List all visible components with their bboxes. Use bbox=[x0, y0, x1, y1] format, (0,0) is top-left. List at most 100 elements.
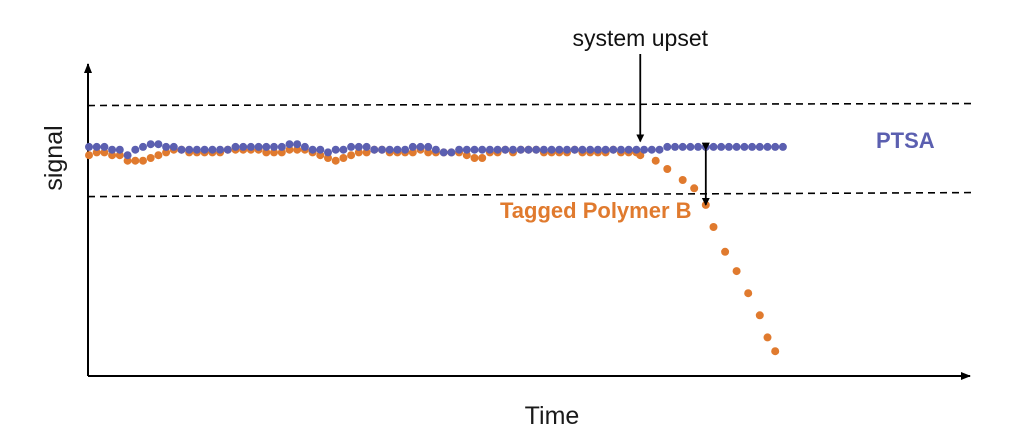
ptsa-point bbox=[509, 145, 517, 154]
ptsa-point bbox=[778, 142, 787, 151]
ptsa-point bbox=[763, 142, 772, 151]
system-upset-label: system upset bbox=[573, 25, 709, 51]
ptsa-point bbox=[100, 142, 109, 151]
ptsa-point bbox=[408, 142, 417, 151]
tagged-polymer-b-point bbox=[462, 151, 471, 160]
ptsa-point bbox=[447, 148, 456, 157]
ptsa-point bbox=[108, 145, 117, 154]
ptsa-label: PTSA bbox=[876, 128, 935, 153]
ptsa-point bbox=[470, 145, 479, 154]
tagged-polymer-b-point bbox=[277, 148, 286, 157]
ptsa-point bbox=[617, 145, 625, 154]
ptsa-point bbox=[478, 145, 487, 154]
ptsa-point bbox=[462, 145, 471, 154]
tagged-polymer-b-point bbox=[678, 176, 687, 184]
ptsa-point bbox=[277, 142, 286, 151]
ptsa-point bbox=[239, 142, 248, 151]
ptsa-point bbox=[640, 145, 649, 154]
ptsa-point bbox=[678, 142, 687, 151]
tagged-polymer-b-point bbox=[354, 148, 363, 157]
ptsa-point bbox=[316, 145, 325, 154]
tagged-polymer-b-point bbox=[651, 156, 660, 165]
ptsa-point bbox=[586, 145, 595, 154]
series-tagged-polymer-b bbox=[85, 145, 780, 356]
ptsa-point bbox=[354, 142, 363, 151]
series-layer bbox=[85, 140, 787, 356]
ptsa-point bbox=[123, 151, 132, 160]
tagged-polymer-b-point bbox=[478, 154, 487, 162]
ptsa-point bbox=[601, 145, 610, 154]
tagged-polymer-b-point bbox=[85, 151, 93, 160]
ptsa-point bbox=[724, 142, 733, 151]
ptsa-point bbox=[362, 142, 371, 151]
ptsa-point bbox=[192, 145, 201, 154]
tagged-polymer-b-point bbox=[100, 148, 109, 157]
ptsa-point bbox=[516, 145, 525, 154]
ptsa-point bbox=[223, 145, 232, 154]
tagged-polymer-b-point bbox=[293, 145, 302, 154]
ptsa-point bbox=[208, 145, 217, 154]
tagged-polymer-b-point bbox=[115, 151, 124, 160]
ptsa-point bbox=[185, 145, 194, 154]
ptsa-point bbox=[539, 145, 548, 154]
tagged-polymer-b-point bbox=[92, 148, 101, 157]
ptsa-point bbox=[694, 142, 703, 151]
ptsa-point bbox=[139, 142, 147, 151]
ptsa-point bbox=[146, 140, 155, 149]
tagged-polymer-b-point bbox=[771, 347, 780, 356]
series-ptsa bbox=[85, 140, 787, 160]
ptsa-point bbox=[732, 142, 741, 151]
tagged-polymer-b-point bbox=[362, 148, 371, 157]
ptsa-point bbox=[85, 142, 93, 151]
ptsa-point bbox=[593, 145, 602, 154]
ptsa-point bbox=[755, 142, 764, 151]
ptsa-point bbox=[324, 148, 332, 157]
tagged-polymer-b-point bbox=[408, 148, 417, 157]
tagged-polymer-b-point bbox=[139, 156, 147, 165]
tagged-polymer-b-point bbox=[262, 148, 271, 157]
ptsa-point bbox=[424, 142, 433, 151]
ptsa-point bbox=[216, 145, 225, 154]
ptsa-point bbox=[401, 145, 410, 154]
ptsa-point bbox=[169, 142, 178, 151]
ptsa-point bbox=[339, 145, 348, 154]
ptsa-point bbox=[385, 145, 394, 154]
ptsa-point bbox=[717, 142, 726, 151]
ptsa-point bbox=[609, 145, 618, 154]
ptsa-point bbox=[254, 142, 263, 151]
ptsa-point bbox=[246, 142, 255, 151]
ptsa-point bbox=[655, 145, 664, 154]
ptsa-point bbox=[370, 145, 379, 154]
ptsa-point bbox=[624, 145, 633, 154]
ptsa-point bbox=[300, 142, 309, 151]
ptsa-point bbox=[439, 148, 448, 157]
tagged-polymer-b-point bbox=[162, 148, 171, 157]
ptsa-point bbox=[92, 142, 101, 151]
ptsa-point bbox=[632, 145, 641, 154]
y-axis-label: signal bbox=[40, 125, 68, 190]
ptsa-point bbox=[331, 145, 340, 154]
tagged-polymer-b-point bbox=[146, 154, 155, 162]
ptsa-point bbox=[416, 142, 425, 151]
ptsa-point bbox=[671, 142, 679, 151]
ptsa-point bbox=[154, 140, 163, 149]
tagged-polymer-b-point bbox=[424, 148, 433, 157]
ptsa-point bbox=[431, 145, 440, 154]
ptsa-point bbox=[740, 142, 749, 151]
tagged-polymer-b-point bbox=[755, 311, 764, 320]
tagged-polymer-b-label: Tagged Polymer B bbox=[500, 198, 692, 223]
ptsa-point bbox=[285, 140, 294, 149]
ptsa-point bbox=[293, 140, 302, 149]
ptsa-point bbox=[177, 145, 186, 154]
ptsa-point bbox=[578, 145, 587, 154]
tagged-polymer-b-point bbox=[339, 154, 348, 162]
ptsa-point bbox=[663, 142, 672, 151]
ptsa-point bbox=[501, 145, 510, 154]
tagged-polymer-b-point bbox=[709, 223, 718, 231]
tagged-polymer-b-point bbox=[131, 156, 140, 165]
tagged-polymer-b-point bbox=[316, 151, 325, 160]
ptsa-point bbox=[200, 145, 209, 154]
ptsa-point bbox=[771, 142, 780, 151]
tagged-polymer-b-point bbox=[331, 156, 340, 165]
